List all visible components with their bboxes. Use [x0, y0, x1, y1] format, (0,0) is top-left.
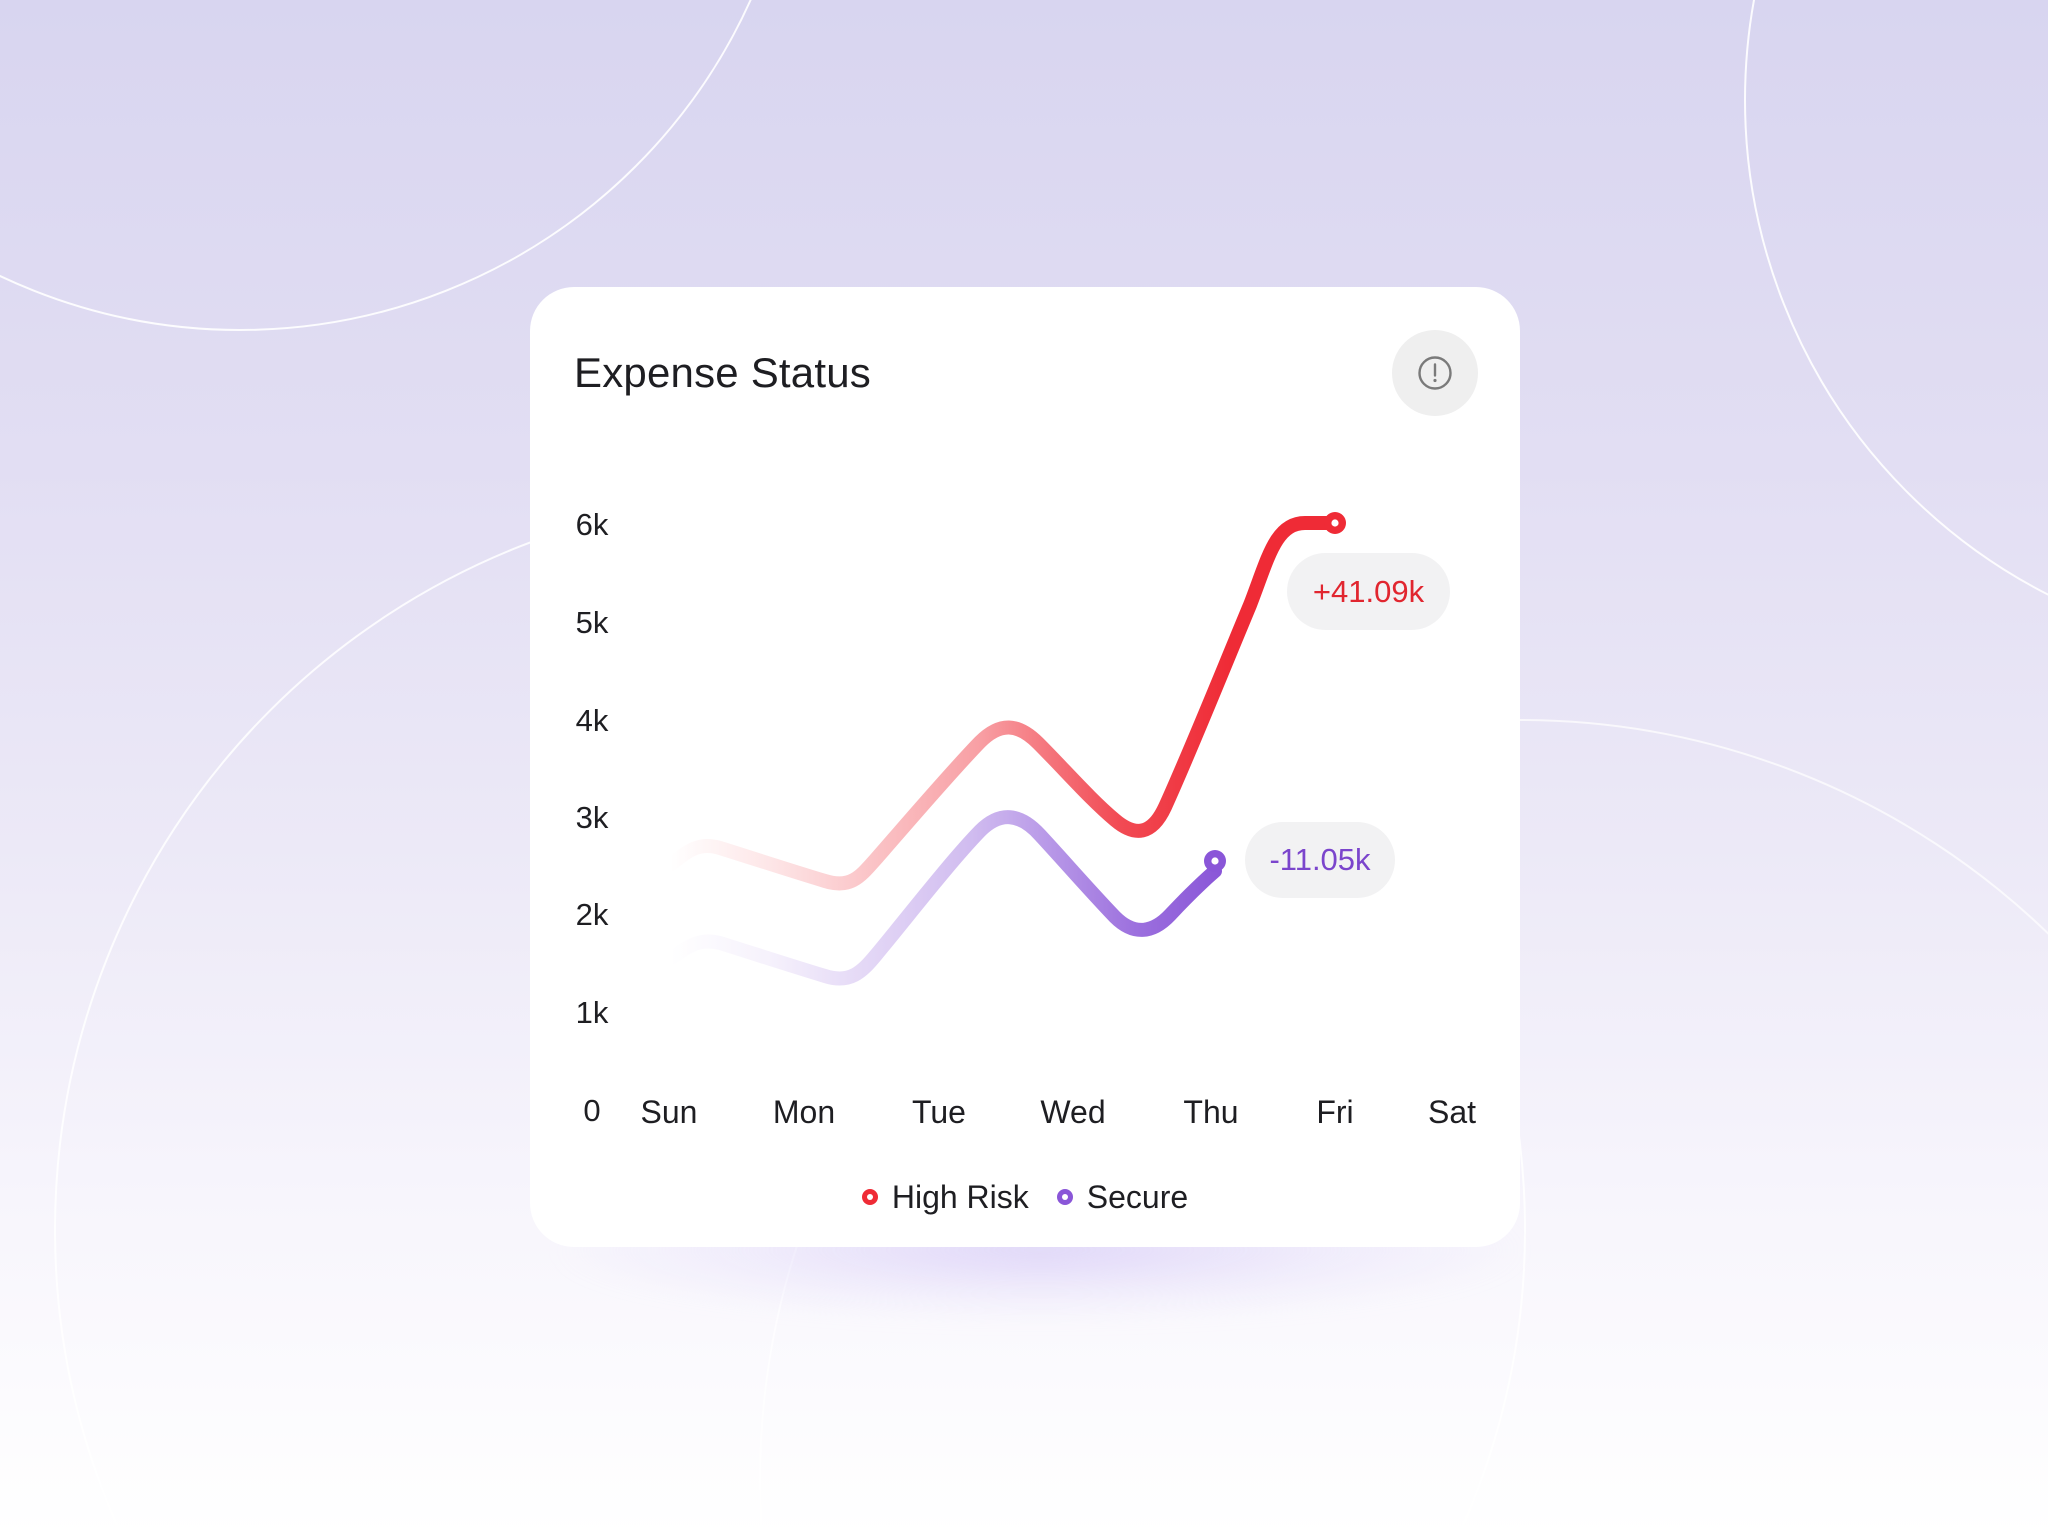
svg-text:Sun: Sun	[641, 1094, 698, 1130]
expense-status-card: Expense Status	[530, 287, 1520, 1247]
svg-text:Tue: Tue	[912, 1094, 966, 1130]
svg-text:0: 0	[583, 1093, 600, 1128]
svg-text:1k: 1k	[576, 995, 609, 1030]
svg-text:Fri: Fri	[1316, 1094, 1353, 1130]
chart-legend: High Risk Secure	[530, 1175, 1520, 1219]
high-risk-endpoint-center	[1331, 519, 1339, 527]
legend-label-high-risk: High Risk	[891, 1178, 1029, 1215]
svg-text:6k: 6k	[576, 507, 609, 542]
svg-text:3k: 3k	[576, 800, 609, 835]
high-risk-value-badge: +41.09k	[1287, 553, 1450, 630]
info-button[interactable]	[1392, 330, 1478, 416]
svg-text:4k: 4k	[576, 703, 609, 738]
line-chart: 6k 5k 4k 3k 2k 1k 0 Sun Mon Tue Wed Thu …	[576, 490, 1477, 1130]
svg-text:Wed: Wed	[1040, 1094, 1105, 1130]
svg-text:5k: 5k	[576, 605, 609, 640]
info-exclamation-icon	[1418, 356, 1452, 390]
svg-text:Mon: Mon	[773, 1094, 835, 1130]
svg-text:2k: 2k	[576, 897, 609, 932]
high-risk-dot-icon	[861, 1189, 878, 1205]
secure-value-badge: -11.05k	[1245, 822, 1395, 898]
legend-label-secure: Secure	[1086, 1178, 1189, 1215]
secure-endpoint-center	[1211, 857, 1219, 865]
svg-text:Thu: Thu	[1183, 1094, 1238, 1130]
x-axis: Sun Mon Tue Wed Thu Fri Sat	[641, 1094, 1477, 1130]
high-risk-line	[663, 516, 1342, 891]
secure-line	[663, 810, 1222, 986]
secure-dot-icon	[1056, 1189, 1073, 1205]
legend-item-secure[interactable]: Secure	[1056, 1178, 1189, 1216]
y-axis: 6k 5k 4k 3k 2k 1k 0	[576, 507, 609, 1128]
card-title: Expense Status	[574, 349, 871, 396]
legend-item-high-risk[interactable]: High Risk	[861, 1178, 1029, 1216]
svg-text:Sat: Sat	[1428, 1094, 1476, 1130]
